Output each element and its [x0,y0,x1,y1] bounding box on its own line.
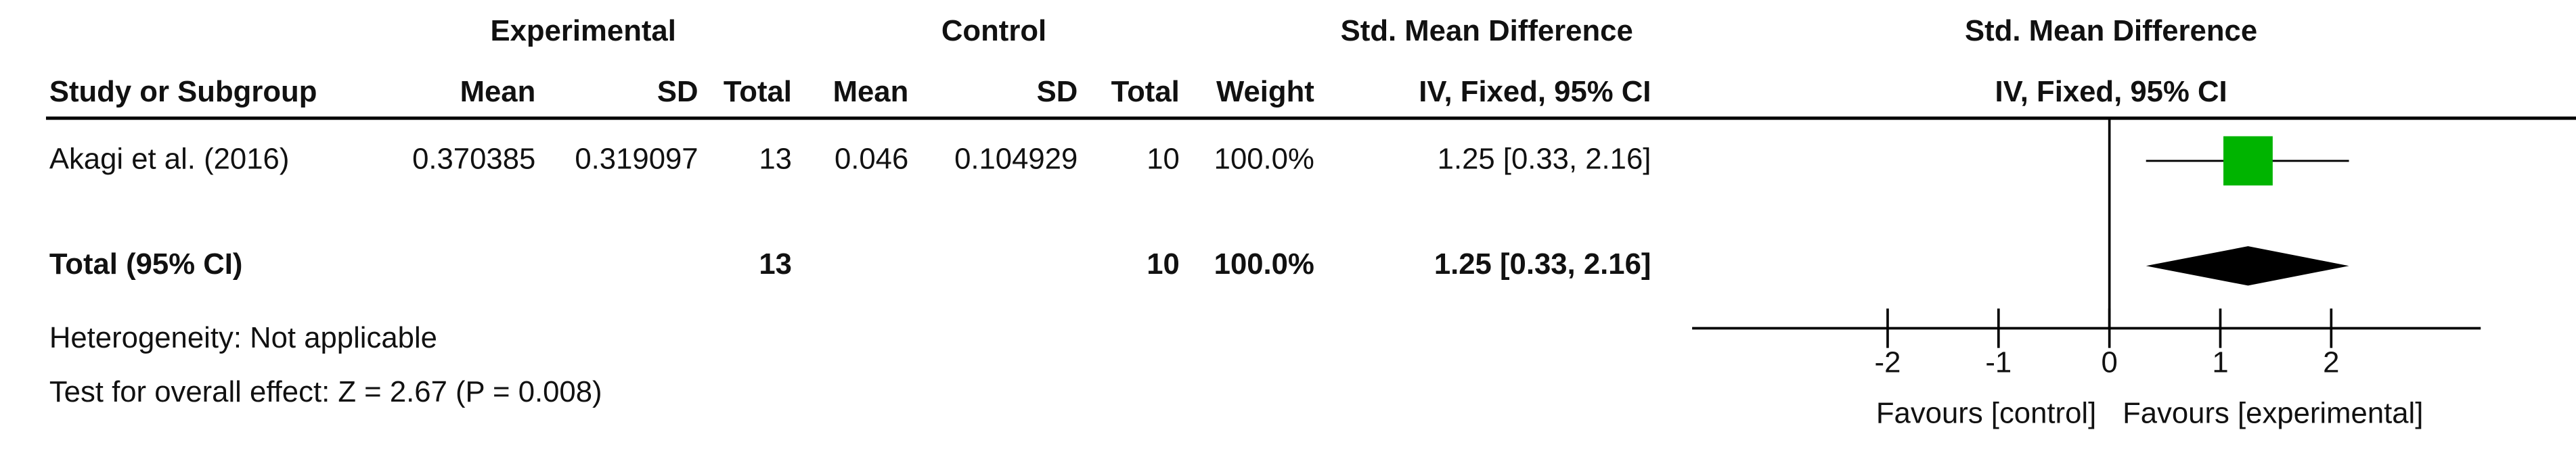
cell: Total (95% CI) [49,247,243,281]
cell: 1.25 [0.33, 2.16] [1434,247,1651,281]
column-header: SD [1037,75,1078,108]
overall-effect: Test for overall effect: Z = 2.67 (P = 0… [49,375,602,408]
cell: 0.370385 [412,142,535,175]
cell: 0.104929 [954,142,1078,175]
x-tick-label: 0 [2101,345,2117,379]
column-header: IV, Fixed, 95% CI [1419,75,1651,108]
x-tick-label: 1 [2212,345,2228,379]
group-header: Control [941,14,1046,47]
total-diamond [2146,246,2349,286]
group-header: Std. Mean Difference [1341,14,1633,47]
column-header: Total [1111,75,1180,108]
column-header: IV, Fixed, 95% CI [1995,75,2227,108]
cell: Akagi et al. (2016) [49,142,290,175]
x-tick-label: 2 [2323,345,2339,379]
x-label-right: Favours [experimental] [2123,397,2423,430]
cell: 100.0% [1214,247,1314,281]
cell: 1.25 [0.33, 2.16] [1438,142,1651,175]
column-header: Mean [833,75,909,108]
cell: 10 [1147,247,1180,281]
x-tick-label: -2 [1875,345,1901,379]
x-tick-label: -1 [1985,345,2012,379]
heterogeneity: Heterogeneity: Not applicable [49,321,437,354]
x-label-left: Favours [control] [1876,397,2096,430]
effect-square [2223,136,2273,186]
cell: 100.0% [1214,142,1314,175]
column-header: SD [657,75,698,108]
group-header: Std. Mean Difference [1965,14,2257,47]
column-header: Study or Subgroup [49,75,317,108]
cell: 13 [759,142,792,175]
column-header: Mean [460,75,536,108]
column-header: Weight [1216,75,1314,108]
cell: 0.319097 [575,142,698,175]
cell: 13 [759,247,792,281]
cell: 10 [1147,142,1180,175]
cell: 0.046 [835,142,908,175]
group-header: Experimental [491,14,676,47]
column-header: Total [724,75,792,108]
